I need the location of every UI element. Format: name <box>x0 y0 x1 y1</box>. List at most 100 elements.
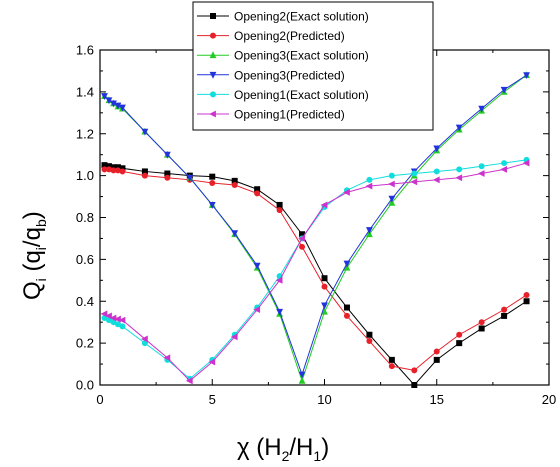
y-tick-label: 1.0 <box>76 168 94 183</box>
data-point <box>411 170 418 177</box>
y-tick-label: 1.6 <box>76 43 94 58</box>
data-point <box>522 159 530 167</box>
y-tick-label: 0.0 <box>76 378 94 393</box>
y-tick-label: 0.6 <box>76 252 94 267</box>
legend-marker <box>209 110 216 118</box>
data-point <box>141 172 148 179</box>
data-point <box>163 151 171 159</box>
x-tick-label: 20 <box>542 392 556 407</box>
data-point <box>365 182 373 190</box>
legend-label: Opening1(Exact solution) <box>234 88 369 102</box>
data-point <box>105 163 112 170</box>
data-point <box>456 340 463 347</box>
data-point <box>501 160 508 167</box>
data-point <box>114 102 122 110</box>
data-point <box>114 315 121 323</box>
data-point <box>114 321 121 328</box>
data-point <box>230 333 238 341</box>
legend-label: Opening1(Predicted) <box>234 108 345 122</box>
data-point <box>141 128 149 136</box>
data-point <box>105 166 112 173</box>
data-point <box>164 170 171 177</box>
data-point <box>299 231 306 238</box>
data-point <box>186 174 194 182</box>
data-point <box>105 312 112 320</box>
data-point <box>276 207 283 214</box>
data-point <box>100 310 108 318</box>
data-point <box>110 100 117 108</box>
series-2 <box>101 166 530 374</box>
data-point <box>114 167 121 174</box>
legend-marker <box>209 51 217 59</box>
data-point <box>110 164 117 171</box>
data-point <box>141 168 148 175</box>
data-point <box>298 371 306 379</box>
x-axis-title: χ (H2/H1) <box>237 434 329 464</box>
data-point <box>276 201 283 208</box>
series-4 <box>101 72 530 379</box>
data-point <box>141 335 148 343</box>
data-point <box>411 382 418 388</box>
data-point <box>101 93 108 100</box>
data-point <box>410 178 418 186</box>
data-point <box>163 354 171 362</box>
y-tick-label: 1.2 <box>76 126 94 141</box>
series-5 <box>101 156 530 382</box>
data-point <box>164 174 171 181</box>
data-point <box>411 367 418 374</box>
legend-marker <box>210 13 216 19</box>
data-point <box>276 308 283 316</box>
series-line <box>104 164 527 386</box>
legend-marker <box>210 91 216 98</box>
data-point <box>387 180 395 188</box>
data-point <box>298 235 305 242</box>
data-point <box>523 72 530 80</box>
data-point <box>388 195 396 203</box>
data-point <box>433 145 441 153</box>
data-point <box>478 325 485 332</box>
data-point <box>101 166 108 173</box>
data-point <box>101 162 108 169</box>
y-tick-label: 0.2 <box>76 336 94 351</box>
data-point <box>523 291 530 298</box>
data-point <box>105 97 113 105</box>
data-point <box>388 363 395 370</box>
x-tick-label: 15 <box>430 392 444 407</box>
data-point <box>456 331 463 338</box>
y-tick-label: 0.4 <box>76 294 94 309</box>
data-point <box>119 165 126 172</box>
legend-box <box>192 1 434 131</box>
data-point <box>343 188 350 196</box>
legend: Opening2(Exact solution) Opening2(Predict… <box>192 1 434 131</box>
data-point <box>321 275 328 282</box>
data-point <box>366 176 373 183</box>
y-axis-ticks: 0.0 0.2 0.4 0.6 0.8 1.0 1.2 1.4 1.6 <box>76 43 549 393</box>
data-point <box>478 163 485 170</box>
data-point <box>114 164 121 171</box>
x-tick-label: 5 <box>209 392 216 407</box>
data-point <box>501 306 508 313</box>
data-point <box>208 358 216 366</box>
data-point <box>119 104 126 112</box>
data-point <box>253 306 261 314</box>
data-point <box>501 312 508 319</box>
data-point <box>321 302 328 310</box>
data-point <box>343 304 350 311</box>
data-point <box>231 182 238 189</box>
data-point <box>432 176 440 184</box>
series-layer <box>100 71 530 388</box>
x-tick-label: 10 <box>317 392 331 407</box>
data-point <box>433 168 440 175</box>
data-point <box>209 179 216 186</box>
y-tick-label: 0.8 <box>76 210 94 225</box>
data-point <box>209 173 216 180</box>
data-point <box>119 323 126 330</box>
data-point <box>254 186 261 193</box>
data-point <box>254 190 261 197</box>
data-point <box>500 165 507 173</box>
data-point <box>119 168 126 175</box>
data-point <box>109 314 117 322</box>
data-point <box>433 356 440 363</box>
data-point <box>208 202 216 209</box>
